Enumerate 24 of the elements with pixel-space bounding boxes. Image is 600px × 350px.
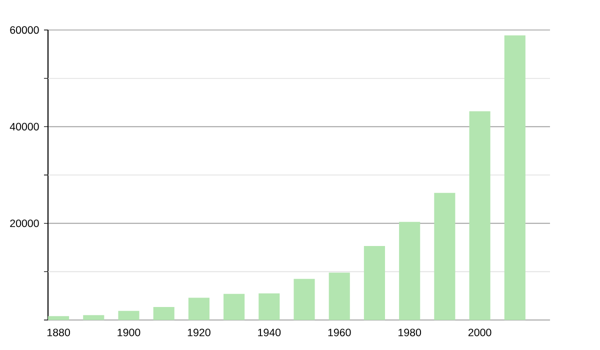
bar <box>434 192 456 320</box>
x-tick-label: 2000 <box>468 328 492 336</box>
x-tick-label: 1980 <box>398 328 422 336</box>
bar <box>399 222 420 320</box>
bar <box>328 272 350 320</box>
y-tick-label: 60000 <box>10 26 39 34</box>
bar <box>224 294 245 320</box>
y-tick-label: 40000 <box>10 122 39 130</box>
bar <box>469 111 490 320</box>
x-tick-label: 1900 <box>118 328 140 336</box>
bar <box>364 246 386 320</box>
bar <box>118 310 140 320</box>
bar <box>153 306 174 320</box>
bar <box>294 278 315 320</box>
x-tick-label: 1880 <box>47 328 70 336</box>
y-tick-label: 20000 <box>10 220 39 228</box>
x-tick-label: 1940 <box>258 328 281 336</box>
bar <box>504 35 526 320</box>
bar <box>258 293 280 320</box>
bar <box>48 316 70 320</box>
bar <box>83 315 104 320</box>
x-tick-label: 1920 <box>188 328 210 336</box>
x-tick-label: 1960 <box>328 328 351 336</box>
bar <box>188 298 210 320</box>
